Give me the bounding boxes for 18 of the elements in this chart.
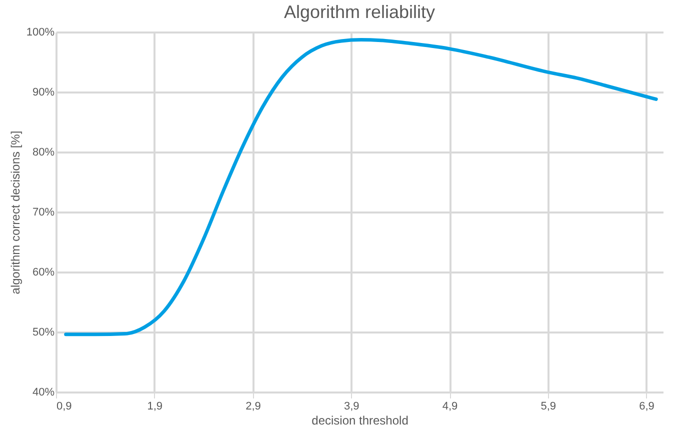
y-tick-label: 40% <box>32 386 55 398</box>
y-tick-label: 80% <box>32 146 55 158</box>
y-axis-title: algorithm correct decisions [%] <box>8 130 22 294</box>
y-tick-label: 60% <box>32 266 55 278</box>
x-tick-label: 3,9 <box>344 400 360 412</box>
x-tick-label: 4,9 <box>442 400 458 412</box>
x-tick-label: 1,9 <box>147 400 163 412</box>
y-tick-label: 70% <box>32 206 55 218</box>
x-axis-title: decision threshold <box>312 414 408 428</box>
x-tick-label: 6,9 <box>639 400 654 412</box>
x-tick-label: 0,9 <box>56 400 72 412</box>
x-tick-label: 2,9 <box>246 400 261 412</box>
line-series <box>64 38 658 336</box>
x-tick-label: 5,9 <box>540 400 556 412</box>
chart-title: Algorithm reliability <box>284 2 436 22</box>
y-tick-label: 90% <box>32 86 55 98</box>
y-tick-label: 50% <box>32 326 55 338</box>
y-tick-label: 100% <box>26 26 55 38</box>
